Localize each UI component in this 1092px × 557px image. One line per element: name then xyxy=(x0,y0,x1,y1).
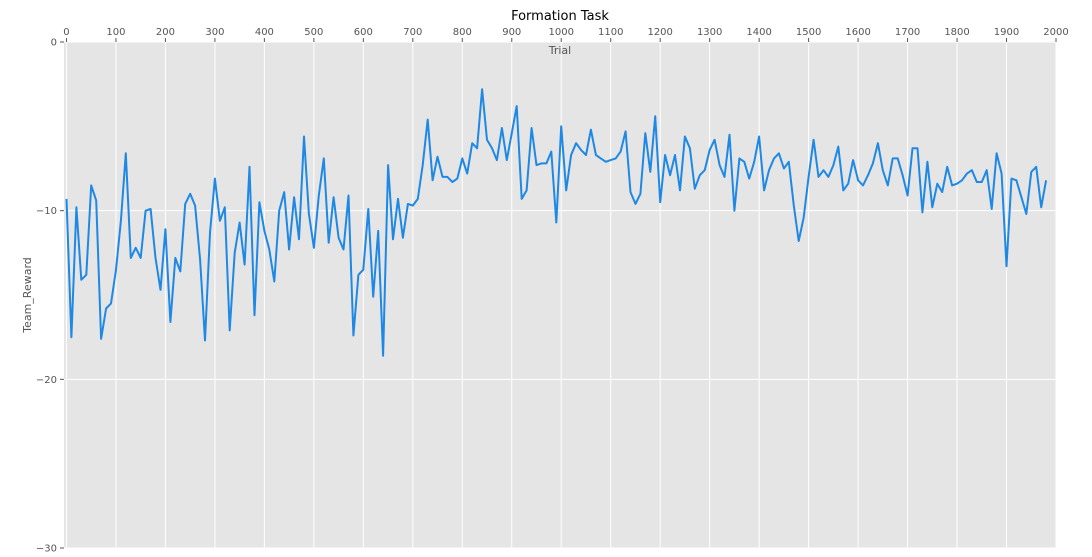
y-tick-label: −20 xyxy=(36,375,57,386)
y-tick-label: 0 xyxy=(51,38,57,49)
x-tick-label: 1600 xyxy=(845,27,870,38)
gridlines xyxy=(64,41,1057,549)
chart-title: Formation Task xyxy=(511,9,609,24)
x-tick-label: 700 xyxy=(403,27,422,38)
x-tick-label: 1200 xyxy=(647,27,672,38)
y-axis-ticks: 0 −10 −20 −30 xyxy=(36,38,64,555)
x-tick-label: 600 xyxy=(354,27,373,38)
y-axis-label: Team_Reward xyxy=(21,257,34,334)
x-tick-label: 300 xyxy=(205,27,224,38)
x-tick-label: 1700 xyxy=(895,27,920,38)
x-tick-label: 200 xyxy=(156,27,175,38)
x-tick-label: 1000 xyxy=(549,27,574,38)
x-tick-label: 900 xyxy=(502,27,521,38)
x-tick-label: 1500 xyxy=(796,27,821,38)
x-axis-ticks: 0 100 200 300 400 500 600 700 800 900 1000 1100 1200… xyxy=(63,27,1069,42)
x-tick-label: 100 xyxy=(106,27,125,38)
x-tick-label: 1100 xyxy=(598,27,623,38)
x-axis-label: Trial xyxy=(548,44,571,57)
plot-background xyxy=(64,42,1056,548)
x-tick-label: 1800 xyxy=(944,27,969,38)
y-tick-label: −30 xyxy=(36,544,57,555)
series-layer xyxy=(65,88,1048,357)
x-tick-label: 1900 xyxy=(994,27,1019,38)
y-tick-label: −10 xyxy=(36,206,57,217)
x-tick-label: 800 xyxy=(453,27,472,38)
x-tick-label: 0 xyxy=(63,27,69,38)
x-tick-label: 2000 xyxy=(1043,27,1068,38)
x-tick-label: 400 xyxy=(255,27,274,38)
x-tick-label: 1400 xyxy=(746,27,771,38)
x-tick-label: 1300 xyxy=(697,27,722,38)
x-tick-label: 500 xyxy=(304,27,323,38)
series-line-1 xyxy=(65,88,1048,357)
